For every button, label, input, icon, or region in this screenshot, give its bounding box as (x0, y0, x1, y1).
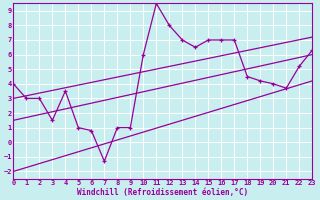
X-axis label: Windchill (Refroidissement éolien,°C): Windchill (Refroidissement éolien,°C) (77, 188, 248, 197)
